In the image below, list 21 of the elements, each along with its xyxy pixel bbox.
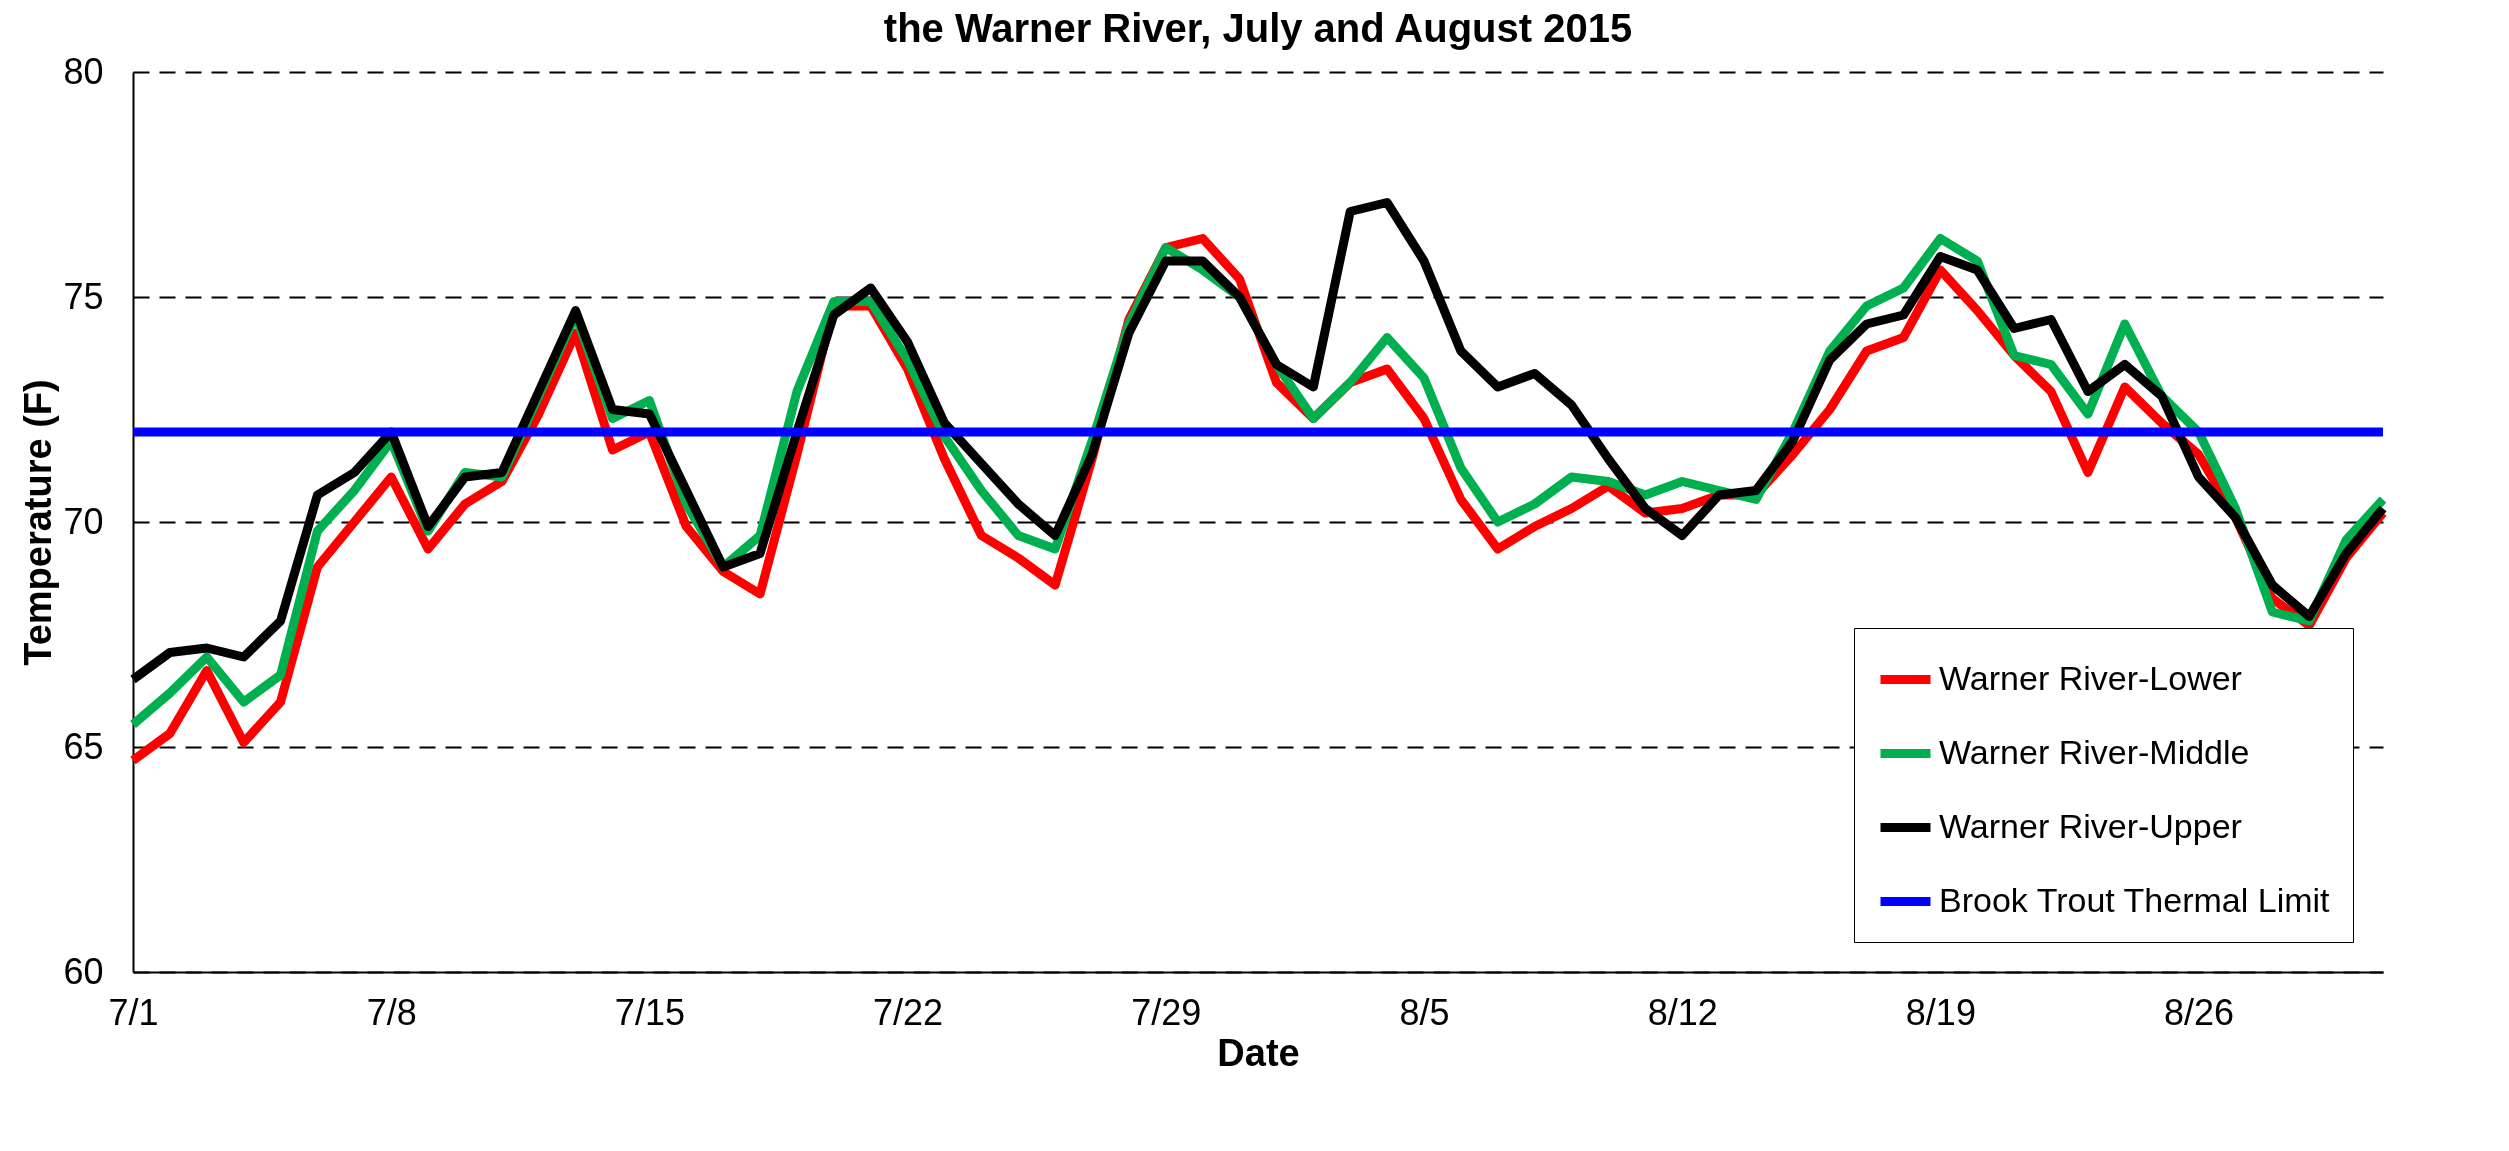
x-tick-label: 7/1 [108,991,159,1033]
x-tick-label: 8/5 [1399,991,1450,1033]
x-tick-label: 7/22 [873,991,944,1033]
legend-label: Warner River-Middle [1939,732,2250,771]
x-axis-title: Date [1217,1031,1300,1074]
y-axis-title: Temperature (F) [17,379,60,666]
legend-label: Warner River-Upper [1939,806,2242,845]
y-tick-label: 60 [63,950,104,992]
x-tick-label: 7/8 [366,991,417,1033]
chart-title: the Warner River, July and August 2015 [883,6,1633,50]
y-tick-label: 70 [63,500,104,542]
y-tick-label: 65 [63,725,104,767]
y-tick-label: 80 [63,50,104,92]
y-tick-label: 75 [63,275,104,317]
x-tick-label: 7/15 [614,991,685,1033]
x-tick-label: 8/19 [1905,991,1976,1033]
x-tick-label: 8/26 [2164,991,2235,1033]
legend-label: Brook Trout Thermal Limit [1939,880,2331,919]
x-tick-label: 8/12 [1647,991,1718,1033]
x-tick-label: 7/29 [1131,991,1202,1033]
legend-label: Warner River-Lower [1939,658,2242,697]
